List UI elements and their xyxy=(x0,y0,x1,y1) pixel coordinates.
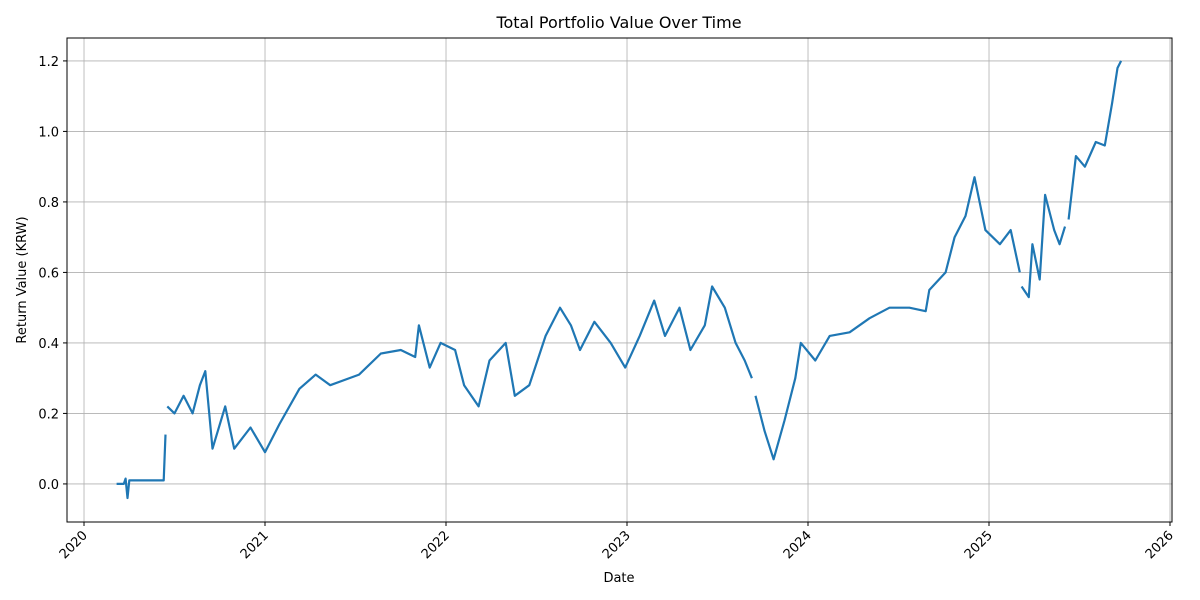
x-tick-label: 2022 xyxy=(419,528,453,562)
x-tick-label: 2021 xyxy=(238,528,272,562)
y-tick-label: 0.8 xyxy=(38,196,59,211)
data-line xyxy=(116,60,1123,500)
x-tick-label: 2024 xyxy=(781,528,815,562)
y-tick-label: 0.6 xyxy=(38,266,59,281)
x-axis-label: Date xyxy=(603,571,634,586)
y-tick-label: 1.2 xyxy=(38,55,59,70)
x-tick-label: 2026 xyxy=(1143,528,1177,562)
x-tick-label: 2025 xyxy=(962,528,996,562)
x-tick-label: 2023 xyxy=(600,528,634,562)
y-tick-label: 0.4 xyxy=(38,337,59,352)
y-tick-label: 1.0 xyxy=(38,125,59,140)
x-tick-label: 2020 xyxy=(57,528,91,562)
y-tick-label: 0.0 xyxy=(38,478,59,493)
chart-title: Total Portfolio Value Over Time xyxy=(495,13,741,32)
y-axis-label: Return Value (KRW) xyxy=(15,216,30,343)
plot-frame xyxy=(66,37,1173,523)
y-tick-label: 0.2 xyxy=(38,407,59,422)
